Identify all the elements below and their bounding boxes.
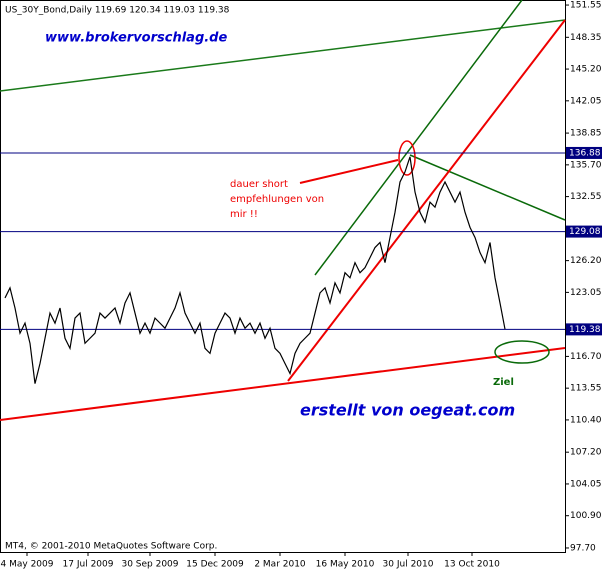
y-tick-label: 110.40 — [570, 415, 602, 425]
target-circle — [494, 340, 550, 364]
level-box — [566, 323, 602, 336]
y-tick-label: 100.90 — [570, 511, 602, 521]
y-tick-label: 107.20 — [570, 448, 602, 458]
y-tick-label: 148.35 — [570, 33, 602, 43]
y-tick-label: 97.70 — [570, 543, 596, 553]
x-tick-label: 4 May 2009 — [1, 560, 54, 570]
y-tick-label: 126.20 — [570, 256, 602, 266]
peak-circle — [398, 140, 416, 176]
trend-line — [0, 347, 566, 421]
y-tick-label: 138.85 — [570, 129, 602, 139]
y-tick-label: 104.05 — [570, 479, 602, 489]
level-label: 119.38 — [569, 325, 601, 335]
x-tick-label: 16 May 2010 — [316, 560, 375, 570]
price-line — [4, 156, 506, 384]
chart-title: US_30Y_Bond,Daily 119.69 120.34 119.03 1… — [5, 6, 230, 16]
target-label: Ziel — [493, 377, 514, 388]
y-tick-label: 132.55 — [570, 192, 602, 202]
x-tick-label: 30 Jul 2010 — [383, 560, 434, 570]
x-tick-label: 13 Oct 2010 — [444, 560, 500, 570]
y-tick-label: 145.20 — [570, 65, 602, 75]
plot-frame — [0, 0, 566, 553]
copyright: MT4, © 2001-2010 MetaQuotes Software Cor… — [5, 542, 217, 552]
trend-line — [314, 0, 523, 276]
arrow — [299, 159, 399, 184]
y-tick-label: 142.05 — [570, 96, 602, 106]
annotation: dauer short — [230, 179, 288, 190]
y-tick-label: 113.55 — [570, 384, 602, 394]
annotation: empfehlungen von — [230, 194, 324, 205]
level-box — [566, 146, 602, 159]
y-tick-label: 151.55 — [570, 1, 602, 11]
trend-line — [287, 19, 566, 382]
trend-line — [0, 19, 566, 92]
author-label: erstellt von oegeat.com — [300, 401, 515, 420]
x-tick-label: 2 Mar 2010 — [254, 560, 306, 570]
x-tick-label: 17 Jul 2009 — [63, 560, 114, 570]
site-label: www.brokervorschlag.de — [45, 31, 227, 46]
x-tick-label: 15 Dec 2009 — [186, 560, 244, 570]
y-tick-label: 116.70 — [570, 352, 602, 362]
level-box — [566, 225, 602, 238]
x-tick-label: 30 Sep 2009 — [121, 560, 178, 570]
trend-line — [409, 154, 566, 221]
y-tick-label: 135.70 — [570, 160, 602, 170]
annotation: mir !! — [230, 209, 258, 220]
trend-lines — [0, 0, 566, 421]
level-label: 129.08 — [569, 227, 601, 237]
y-tick-label: 123.05 — [570, 288, 602, 298]
level-label: 136.88 — [569, 148, 601, 158]
